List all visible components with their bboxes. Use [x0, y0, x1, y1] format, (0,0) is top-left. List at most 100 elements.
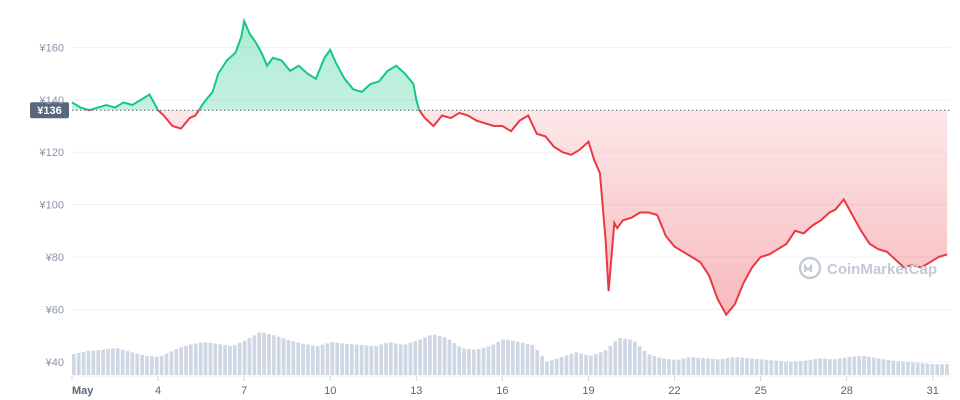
volume-bar	[642, 350, 647, 375]
volume-bar	[393, 343, 398, 375]
volume-bar	[462, 348, 466, 375]
volume-bar	[320, 344, 325, 375]
volume-bar	[881, 359, 886, 375]
current-price-badge	[30, 102, 69, 119]
volume-bar	[91, 350, 96, 375]
y-tick-label: ¥80	[45, 252, 64, 264]
volume-bar	[364, 345, 369, 375]
volume-bar	[774, 360, 779, 375]
coinmarketcap-watermark: CoinMarketCap	[798, 256, 937, 280]
volume-bar	[745, 358, 749, 375]
volume-bar	[398, 344, 403, 375]
volume-bar	[471, 349, 476, 375]
volume-bar	[652, 355, 657, 375]
volume-bar	[637, 346, 642, 375]
volume-bar	[667, 359, 671, 375]
watermark-text: CoinMarketCap	[827, 261, 937, 278]
volume-bar	[847, 356, 852, 375]
volume-bar	[920, 363, 925, 375]
volume-bar	[125, 351, 130, 375]
volume-bar	[828, 359, 832, 375]
volume-bar	[901, 361, 905, 375]
volume-bar	[554, 358, 559, 375]
volume-bar	[584, 354, 588, 375]
volume-bar	[725, 358, 730, 375]
volume-bar	[710, 358, 715, 375]
volume-bar	[232, 344, 237, 375]
volume-bar	[423, 337, 427, 375]
x-tick-label: 13	[410, 385, 422, 397]
volume-bar	[164, 353, 169, 375]
volume-bar	[535, 350, 540, 375]
volume-bar	[198, 342, 203, 375]
y-tick-label: ¥60	[45, 304, 64, 316]
volume-bar	[618, 337, 622, 375]
volume-bar	[545, 361, 549, 375]
x-tick-label: 28	[841, 385, 853, 397]
volume-bar	[252, 335, 257, 375]
volume-bar	[832, 359, 837, 375]
volume-bar	[315, 346, 320, 375]
volume-bar	[662, 358, 666, 375]
volume-bar	[925, 363, 930, 375]
volume-bar	[730, 357, 735, 375]
volume-bar	[837, 358, 842, 375]
volume-bar	[750, 358, 754, 375]
volume-bar	[257, 332, 262, 375]
x-tick-label: 10	[324, 385, 336, 397]
volume-bar	[86, 350, 91, 375]
volume-bar	[276, 336, 281, 375]
volume-bar	[447, 339, 452, 375]
volume-bar	[632, 341, 637, 375]
volume-bar	[906, 361, 910, 375]
volume-bar	[540, 355, 544, 375]
price-line-down	[85, 110, 948, 317]
volume-bar	[384, 343, 388, 375]
volume-bar	[491, 344, 496, 375]
x-tick-label: 22	[668, 385, 680, 397]
volume-bar	[135, 353, 140, 375]
volume-bar	[389, 342, 393, 375]
y-tick-label: ¥140	[39, 95, 64, 107]
volume-bar	[311, 345, 315, 375]
volume-bar	[608, 345, 613, 375]
volume-bar	[96, 350, 101, 375]
volume-bar	[569, 353, 574, 375]
volume-bar	[876, 358, 881, 375]
volume-bar	[150, 356, 154, 375]
volume-bar	[213, 343, 218, 375]
area-above-reference	[72, 21, 420, 111]
volume-bar	[671, 359, 676, 375]
volume-bar	[193, 343, 198, 375]
volume-bar	[354, 344, 359, 375]
volume-bar	[813, 358, 818, 375]
x-tick-label: 7	[241, 385, 247, 397]
y-axis: ¥40 ¥60 ¥80 ¥100 ¥120 ¥140 ¥160	[39, 42, 64, 369]
volume-bar	[296, 342, 301, 375]
volume-bar	[189, 344, 193, 375]
volume-bar	[613, 341, 618, 375]
x-tick-label: 4	[155, 385, 161, 397]
volume-bar	[593, 353, 598, 375]
volume-bar	[350, 344, 354, 375]
volume-bar	[437, 336, 442, 375]
volume-bar	[408, 342, 413, 375]
volume-bar	[428, 335, 432, 375]
volume-bar	[808, 359, 813, 375]
volume-bar	[247, 338, 252, 375]
volume-bar	[720, 358, 725, 375]
volume-bar	[871, 357, 876, 375]
volume-bar	[735, 357, 740, 375]
volume-bar	[115, 348, 120, 375]
volume-bar	[496, 342, 501, 375]
volume-bar	[657, 357, 662, 375]
volume-bar	[940, 364, 944, 375]
x-axis: May 4 7 10 13 16 19 22 25 28 31	[71, 375, 950, 397]
volume-bar	[559, 357, 564, 375]
volume-bar	[857, 356, 861, 375]
x-tick-label: 19	[582, 385, 594, 397]
volume-bar	[335, 342, 340, 375]
y-tick-label: ¥160	[39, 42, 64, 54]
volume-bar	[120, 349, 125, 375]
